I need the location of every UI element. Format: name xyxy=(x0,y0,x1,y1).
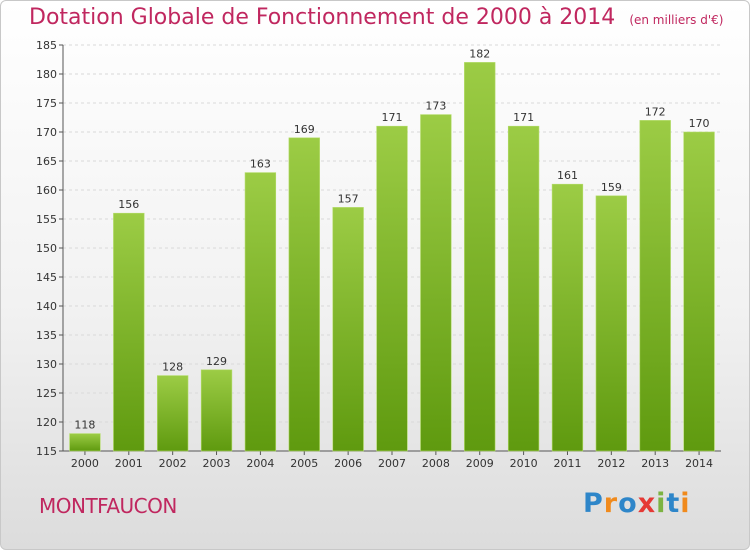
chart-title-text: Dotation Globale de Fonctionnement de 20… xyxy=(29,5,616,30)
y-tick-label: 165 xyxy=(36,155,57,168)
bar xyxy=(157,375,189,452)
bar xyxy=(683,131,715,452)
bar-value-label: 169 xyxy=(294,123,315,136)
x-tick-label: 2001 xyxy=(115,457,143,470)
logo-letter: o xyxy=(618,488,638,519)
x-tick-label: 2000 xyxy=(71,457,99,470)
bar xyxy=(113,212,145,452)
bar-value-label: 163 xyxy=(250,158,271,171)
x-tick-label: 2013 xyxy=(641,457,669,470)
bar xyxy=(595,195,627,452)
y-tick-label: 120 xyxy=(36,416,57,429)
x-tick-label: 2010 xyxy=(510,457,538,470)
x-tick-label: 2011 xyxy=(553,457,581,470)
bars xyxy=(69,62,715,452)
bar xyxy=(420,114,452,452)
y-tick-label: 115 xyxy=(36,445,57,458)
y-tick-label: 175 xyxy=(36,97,57,110)
x-tick-label: 2002 xyxy=(159,457,187,470)
logo-letter: i xyxy=(680,488,691,519)
y-tick-label: 170 xyxy=(36,126,57,139)
chart-unit: (en milliers d'€) xyxy=(629,13,724,27)
proxiti-logo[interactable]: Proxiti xyxy=(583,488,691,519)
bar xyxy=(200,369,233,452)
x-tick-label: 2005 xyxy=(290,457,318,470)
bar-value-label: 170 xyxy=(689,117,710,130)
y-tick-label: 180 xyxy=(36,68,57,81)
bar-value-label: 171 xyxy=(513,111,534,124)
bar-value-label: 128 xyxy=(162,361,183,374)
bar-chart: 115 120 125 130 135 140 145 150 155 160 165 170 175 1… xyxy=(36,39,721,470)
x-tick-label: 2014 xyxy=(685,457,713,470)
bar-value-label: 161 xyxy=(557,169,578,182)
x-tick-label: 2009 xyxy=(466,457,494,470)
bar-value-label: 157 xyxy=(338,192,359,205)
bar-value-label: 156 xyxy=(118,198,139,211)
logo-letter: P xyxy=(583,488,604,519)
y-tick-label: 130 xyxy=(36,358,57,371)
bar-value-label: 118 xyxy=(74,419,95,432)
bar-value-label: 173 xyxy=(425,100,446,113)
bar xyxy=(376,125,408,452)
chart-title: Dotation Globale de Fonctionnement de 20… xyxy=(29,5,723,30)
bar xyxy=(332,207,364,452)
logo-letter: i xyxy=(656,488,667,519)
y-tick-label: 150 xyxy=(36,242,57,255)
bar xyxy=(551,183,584,452)
logo-letter: x xyxy=(637,488,657,519)
y-tick-label: 140 xyxy=(36,300,57,313)
y-tick-label: 125 xyxy=(36,387,57,400)
y-tick-label: 135 xyxy=(36,329,57,342)
bar xyxy=(244,172,277,452)
logo-letter: r xyxy=(603,488,619,519)
commune-name: MONTFAUCON xyxy=(39,494,177,518)
bar xyxy=(639,120,671,452)
x-tick-label: 2004 xyxy=(246,457,274,470)
bar-value-label: 182 xyxy=(469,47,490,60)
y-tick-label: 160 xyxy=(36,184,57,197)
y-tick-label: 145 xyxy=(36,271,57,284)
bar xyxy=(69,433,101,452)
bar xyxy=(464,62,496,452)
bar-value-label: 171 xyxy=(382,111,403,124)
x-tick-label: 2008 xyxy=(422,457,450,470)
bar-value-label: 159 xyxy=(601,181,622,194)
bar-value-label: 172 xyxy=(645,105,666,118)
logo-letter: t xyxy=(666,488,681,519)
x-tick-label: 2012 xyxy=(597,457,625,470)
x-tick-label: 2003 xyxy=(203,457,231,470)
labels: 118 156 128 129 163 169 157 171 173 182 171 161 159 1… xyxy=(74,47,709,431)
bar-value-label: 129 xyxy=(206,355,227,368)
y-tick-label: 155 xyxy=(36,213,57,226)
x-tick-label: 2007 xyxy=(378,457,406,470)
bar xyxy=(507,125,540,452)
y-tick-label: 185 xyxy=(36,39,57,52)
bar xyxy=(288,137,320,452)
x-tick-label: 2006 xyxy=(334,457,362,470)
